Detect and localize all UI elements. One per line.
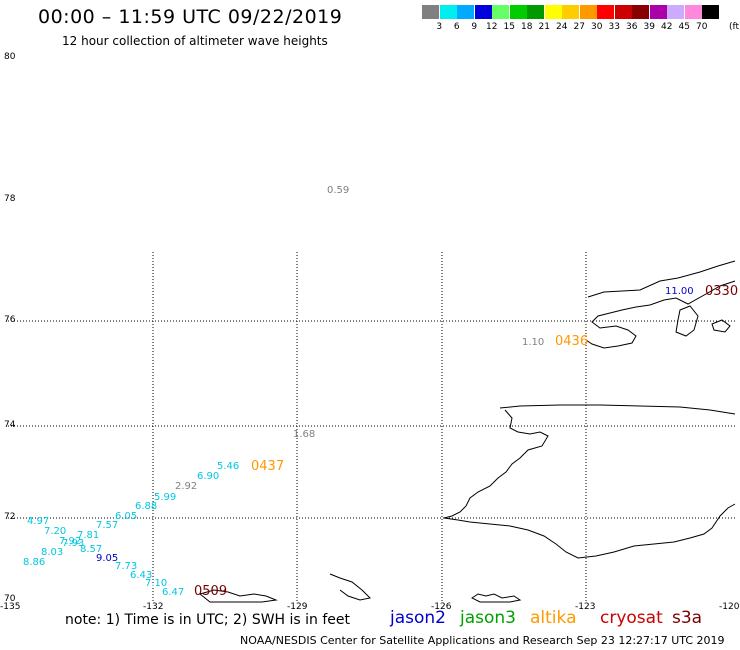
- scale-label: 27: [573, 22, 585, 32]
- pass-time-label: 0437: [251, 459, 285, 474]
- scale-label: 15: [503, 22, 515, 32]
- lon-label: -126: [431, 602, 452, 612]
- lat-label: 74: [4, 420, 16, 430]
- credit-line: NOAA/NESDIS Center for Satellite Applica…: [240, 634, 725, 647]
- scale-label: 39: [643, 22, 655, 32]
- scale-swatch: [649, 5, 667, 19]
- scale-label: 42: [661, 22, 673, 32]
- scale-unit: (ft): [729, 22, 740, 32]
- scale-swatch: [579, 5, 597, 19]
- coastline: [198, 260, 736, 603]
- scale-label: 30: [591, 22, 603, 32]
- lon-label: -135: [0, 602, 21, 612]
- lat-label: 72: [4, 512, 16, 522]
- scale-label: 3: [436, 22, 443, 32]
- swh-value: 8.57: [80, 544, 103, 555]
- lat-label: 80: [4, 52, 16, 62]
- lat-label: 78: [4, 194, 16, 204]
- scale-swatch: [474, 5, 492, 19]
- scale-label: 36: [626, 22, 638, 32]
- lon-label: -129: [287, 602, 308, 612]
- swh-value: 6.90: [197, 471, 220, 482]
- scale-swatch: [667, 5, 684, 19]
- scale-label: 9: [471, 22, 478, 32]
- swh-value: 11.00: [665, 286, 694, 297]
- scale-swatch: [509, 5, 527, 19]
- legend-altika: altika: [530, 608, 577, 628]
- scale-swatch: [544, 5, 562, 19]
- swh-value: 5.99: [154, 492, 177, 503]
- scale-label: 18: [521, 22, 533, 32]
- scale-swatch: [702, 5, 719, 19]
- swh-value: 7.57: [96, 520, 119, 531]
- lat-label: 76: [4, 315, 16, 325]
- scale-swatch: [597, 5, 614, 19]
- swh-value: 7.93: [62, 538, 85, 549]
- scale-label: 33: [608, 22, 620, 32]
- scale-swatch: [439, 5, 457, 19]
- scale-label: 70: [696, 22, 708, 32]
- lon-label: -132: [143, 602, 164, 612]
- swh-value: 0.59: [327, 185, 350, 196]
- scale-swatch: [614, 5, 632, 19]
- swh-value: 2.92: [175, 481, 198, 492]
- pass-time-label: 0509: [194, 584, 228, 599]
- swh-value: 6.43: [130, 570, 153, 581]
- swh-value: 7.20: [44, 526, 67, 537]
- scale-swatch: [684, 5, 702, 19]
- page-title: 00:00 – 11:59 UTC 09/22/2019: [38, 6, 343, 28]
- swh-value: 6.88: [135, 501, 158, 512]
- note-text: note: 1) Time is in UTC; 2) SWH is in fe…: [65, 612, 351, 628]
- pass-time-label: 0330: [705, 284, 739, 299]
- swh-value: 6.47: [162, 587, 185, 598]
- scale-swatch: [492, 5, 509, 19]
- scale-label: 21: [538, 22, 550, 32]
- swh-value: 5.46: [217, 461, 240, 472]
- legend-jason3: jason3: [460, 608, 516, 628]
- legend-s3a: s3a: [672, 608, 703, 628]
- page-subtitle: 12 hour collection of altimeter wave hei…: [62, 34, 328, 48]
- legend-cryosat: cryosat: [600, 608, 663, 628]
- swh-value: 4.97: [27, 516, 50, 527]
- scale-swatch: [632, 5, 649, 19]
- graticule: [8, 252, 735, 602]
- swh-value: 9.05: [96, 553, 119, 564]
- lat-label: 70: [4, 594, 16, 604]
- swh-value: 7.73: [115, 561, 138, 572]
- swh-value: 7.92: [59, 536, 82, 547]
- scale-label: 45: [678, 22, 690, 32]
- scale-swatch: [457, 5, 474, 19]
- legend-jason2: jason2: [390, 608, 446, 628]
- scale-swatch: [527, 5, 544, 19]
- swh-value: 1.68: [293, 429, 316, 440]
- scale-swatch: [562, 5, 579, 19]
- scale-label: 12: [486, 22, 498, 32]
- scale-label: 24: [556, 22, 568, 32]
- lon-label: -123: [575, 602, 596, 612]
- pass-time-label: 0436: [555, 334, 589, 349]
- scale-swatch: [422, 5, 439, 19]
- swh-value: 1.10: [522, 337, 545, 348]
- swh-value: 8.03: [41, 547, 64, 558]
- scale-label: 6: [453, 22, 460, 32]
- swh-value: 7.81: [77, 530, 100, 541]
- lon-label: -120: [719, 602, 740, 612]
- swh-value: 6.05: [115, 511, 138, 522]
- swh-value: 8.86: [23, 557, 46, 568]
- swh-value: 7.10: [145, 578, 168, 589]
